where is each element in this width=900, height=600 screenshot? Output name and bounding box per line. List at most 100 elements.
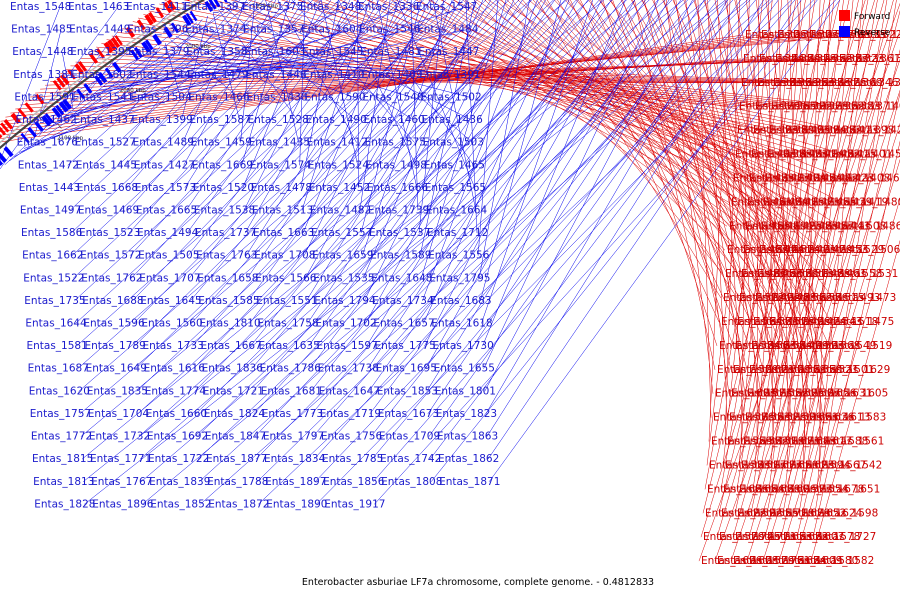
connector-line xyxy=(136,0,554,392)
forward-gene-label: Entas_1345 xyxy=(855,53,900,65)
connector-line xyxy=(652,0,798,346)
connector-line xyxy=(140,0,706,482)
forward-gene-label: Entas_1696 xyxy=(701,555,763,567)
legend-reverse-swatch xyxy=(839,26,850,37)
connector-line xyxy=(96,46,754,107)
connector-line xyxy=(366,0,579,347)
connector-line xyxy=(528,0,822,251)
forward-gene-label: Entas_1515 xyxy=(803,292,864,304)
forward-gene-label: Entas_1382 xyxy=(801,125,862,137)
connector-line xyxy=(182,0,247,143)
tick-mark xyxy=(186,31,191,37)
connector-line xyxy=(724,0,740,442)
forward-gene-label: Entas_1678 xyxy=(803,483,864,495)
forward-gene-label: Entas_1457 xyxy=(793,220,854,232)
tick-label: 1950 kbp xyxy=(252,4,278,10)
forward-gene-label: Entas_1594 xyxy=(789,459,851,471)
connector-line xyxy=(766,0,869,514)
forward-gene-label: Entas_1393 xyxy=(737,125,798,137)
connector-line xyxy=(45,58,854,86)
connector-line xyxy=(82,51,179,102)
reverse-gene-label: Entas_1589 xyxy=(370,250,431,262)
forward-gene-label: Entas_1621 xyxy=(733,364,794,376)
connector-line xyxy=(361,0,453,256)
connector-line xyxy=(200,0,770,505)
connector-line xyxy=(138,17,752,131)
connector-line xyxy=(746,0,792,418)
reverse-gene-label: Entas_1379 xyxy=(128,46,189,58)
forward-gene-label: Entas_1408 xyxy=(829,172,890,184)
forward-gene-label: Entas_1317 xyxy=(793,29,854,41)
reverse-gene-label: Entas_1655 xyxy=(434,363,495,375)
forward-gene-label: Entas_1442 xyxy=(797,172,858,184)
reverse-gene-label: Entas_1527 xyxy=(75,137,136,149)
forward-gene-label: Entas_1370 xyxy=(739,101,800,113)
connector-line xyxy=(708,0,731,442)
connector-line xyxy=(464,0,792,227)
forward-gene-label: Entas_1454 xyxy=(781,172,843,184)
reverse-gene-label: Entas_1522 xyxy=(23,272,84,284)
reverse-gene-label: Entas_1546 xyxy=(359,24,421,36)
reverse-gene-label: Entas_1397 xyxy=(184,1,245,13)
forward-gene-label: Entas_1416 xyxy=(763,196,825,208)
reverse-gene-label: Entas_1565 xyxy=(425,182,486,194)
forward-gene-label: Entas_1461 xyxy=(805,268,866,280)
forward-gene-label: Entas_1710 xyxy=(753,507,814,519)
reverse-gene-label: Entas_1722 xyxy=(148,453,209,465)
connector-line xyxy=(816,0,863,490)
reverse-gene-label: Entas_1466 xyxy=(188,91,250,103)
reverse-gene-label: Entas_1573 xyxy=(135,182,196,194)
reverse-feature xyxy=(27,126,37,138)
reverse-gene-label: Entas_1813 xyxy=(33,476,94,488)
connector-line xyxy=(517,0,806,251)
forward-gene-label: Entas_1592 xyxy=(721,507,782,519)
reverse-gene-label: Entas_1863 xyxy=(437,431,498,443)
connector-line xyxy=(254,0,673,437)
reverse-gene-label: Entas_1767 xyxy=(91,476,152,488)
forward-gene-label: Entas_1653 xyxy=(751,531,812,543)
reverse-gene-label: Entas_1566 xyxy=(255,272,317,284)
reverse-feature xyxy=(204,0,214,12)
reverse-gene-label: Entas_1581 xyxy=(27,340,88,352)
forward-gene-label: Entas_1455 xyxy=(795,196,856,208)
reverse-gene-label: Entas_1810 xyxy=(199,318,260,330)
reverse-gene-label: Entas_1763 xyxy=(196,250,257,262)
forward-gene-label: Entas_1532 xyxy=(727,436,788,448)
reverse-feature xyxy=(223,0,228,3)
forward-gene-label: Entas_1571 xyxy=(731,388,792,400)
forward-gene-label: Entas_1322 xyxy=(841,29,900,41)
connector-line xyxy=(301,0,370,211)
connector-line xyxy=(484,0,758,251)
connector-line xyxy=(190,0,447,302)
reverse-feature xyxy=(58,101,69,113)
reverse-gene-label: Entas_1708 xyxy=(254,250,315,262)
connector-line xyxy=(575,0,836,275)
reverse-gene-label: Entas_1438 xyxy=(246,91,307,103)
connector-line xyxy=(486,0,765,437)
connector-line xyxy=(422,0,538,302)
reverse-gene-label: Entas_1427 xyxy=(134,159,195,171)
connector-line xyxy=(144,57,412,76)
connector-line xyxy=(0,34,760,139)
forward-gene-label: Entas_1323 xyxy=(823,53,884,65)
forward-gene-label: Entas_1623 xyxy=(773,459,834,471)
connector-line xyxy=(672,0,830,346)
connector-line xyxy=(707,0,728,418)
connector-line xyxy=(748,0,894,538)
connector-line xyxy=(736,0,776,418)
backbone-arc xyxy=(0,0,197,144)
connector-line xyxy=(716,0,744,418)
reverse-gene-label: Entas_1756 xyxy=(321,431,383,443)
forward-gene-label: Entas_1458 xyxy=(741,268,802,280)
reverse-feature xyxy=(141,41,151,53)
connector-line xyxy=(818,0,830,466)
forward-gene-label: Entas_1569 xyxy=(765,364,826,376)
connector-line xyxy=(75,0,433,324)
reverse-gene-label: Entas_1835 xyxy=(87,385,148,397)
forward-gene-label: Entas_1434 xyxy=(747,196,809,208)
connector-line xyxy=(197,0,689,460)
connector-line xyxy=(65,69,788,84)
connector-line xyxy=(734,0,850,514)
forward-gene-label: Entas_1564 xyxy=(721,316,783,328)
connector-line xyxy=(420,0,507,279)
